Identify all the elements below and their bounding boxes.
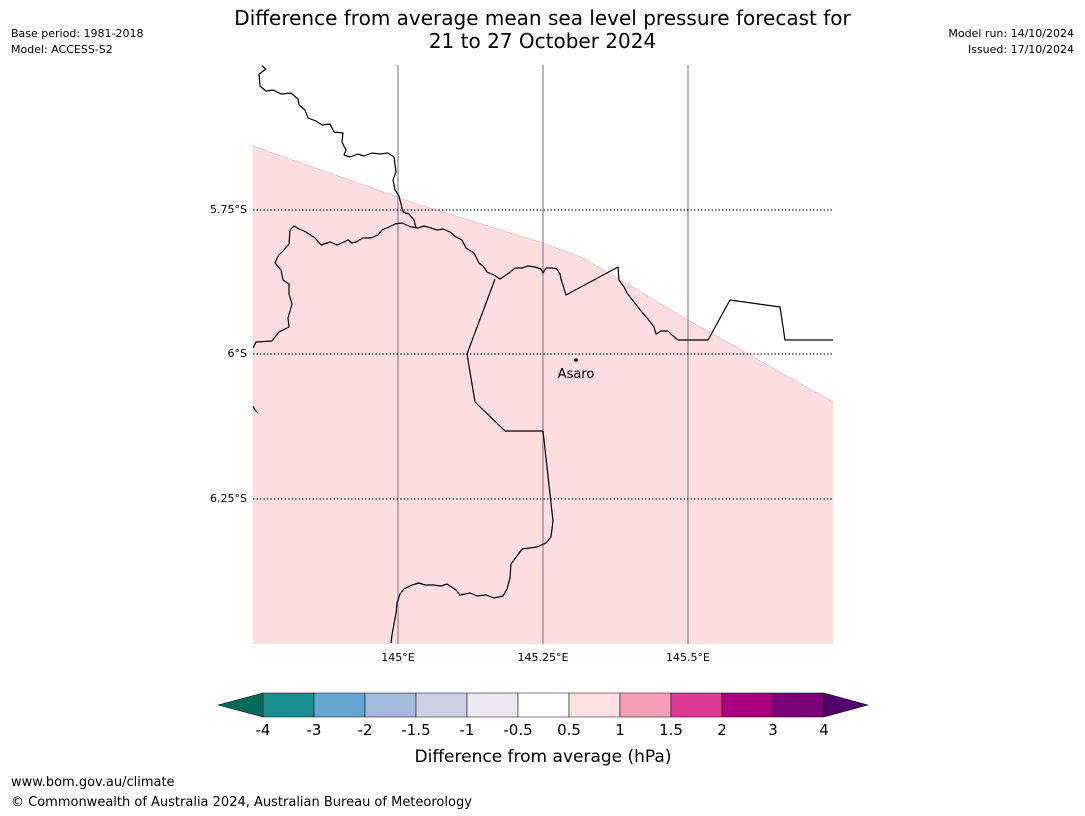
colorbar-segment — [772, 692, 825, 718]
colorbar-tick-label: -1 — [460, 721, 475, 739]
title-line-1: Difference from average mean sea level p… — [234, 6, 851, 30]
colorbar-tick-label: -2 — [358, 721, 373, 739]
colorbar-tick-label: -3 — [307, 721, 322, 739]
colorbar: -4 -3 -2 -1.5 -1 -0.5 0.5 1 1.5 2 3 4 Difference fr… — [217, 692, 869, 767]
colorbar-tick-label: -4 — [256, 721, 271, 739]
colorbar-tick-label: 3 — [768, 721, 778, 739]
colorbar-tick-label: 2 — [717, 721, 727, 739]
town-label: Asaro — [558, 367, 595, 382]
province-boundaries — [253, 65, 833, 644]
anomaly-shading-edge — [253, 145, 833, 403]
colorbar-segment — [313, 692, 366, 718]
colorbar-segments — [262, 692, 825, 718]
boundary-west-stub — [253, 405, 259, 414]
colorbar-tick-label: 1 — [615, 721, 625, 739]
lon-label-145-25: 145.25°E — [518, 651, 569, 664]
colorbar-under-arrow — [217, 692, 264, 718]
lat-label-6-25: 6.25°S — [210, 492, 247, 505]
lat-label-5-75: 5.75°S — [210, 203, 247, 216]
map-area: Asaro — [253, 65, 833, 644]
footer-url: www.bom.gov.au/climate — [11, 775, 175, 790]
colorbar-segment — [670, 692, 723, 718]
town-marker: Asaro — [558, 358, 595, 382]
longitude-labels: 145°E 145.25°E 145.5°E — [381, 651, 710, 664]
colorbar-tick-label: -1.5 — [401, 721, 430, 739]
colorbar-segment — [364, 692, 417, 718]
model-name: Model: ACCESS-S2 — [11, 43, 113, 56]
colorbar-over-arrow — [823, 692, 869, 718]
colorbar-title: Difference from average (hPa) — [415, 747, 672, 767]
colorbar-segment — [619, 692, 672, 718]
issued-date: Issued: 17/10/2024 — [967, 43, 1074, 56]
footer-copyright: © Commonwealth of Australia 2024, Austra… — [11, 795, 472, 810]
colorbar-ticks: -4 -3 -2 -1.5 -1 -0.5 0.5 1 1.5 2 3 4 — [256, 721, 829, 739]
base-period: Base period: 1981-2018 — [11, 27, 144, 40]
chart-title: Difference from average mean sea level p… — [0, 7, 1085, 53]
model-run: Model run: 14/10/2024 — [948, 27, 1074, 40]
colorbar-segment — [262, 692, 315, 718]
lon-label-145-5: 145.5°E — [666, 651, 710, 664]
meta-right: Model run: 14/10/2024 Issued: 17/10/2024 — [948, 26, 1074, 58]
lat-label-6: 6°S — [228, 347, 247, 360]
colorbar-segment — [415, 692, 468, 718]
town-dot — [574, 358, 578, 362]
meta-left: Base period: 1981-2018 Model: ACCESS-S2 — [11, 26, 143, 58]
colorbar-tick-label: 0.5 — [557, 721, 581, 739]
boundary-north — [258, 65, 417, 229]
colorbar-segment — [466, 692, 519, 718]
latitude-labels: 5.75°S 6°S 6.25°S — [210, 203, 247, 505]
meridian-lines — [397, 65, 689, 644]
colorbar-tick-label: -0.5 — [503, 721, 532, 739]
boundary-central — [253, 222, 833, 349]
title-line-2: 21 to 27 October 2024 — [428, 29, 657, 53]
boundary-inner — [390, 278, 554, 644]
colorbar-tick-label: 4 — [819, 721, 829, 739]
colorbar-segment — [568, 692, 621, 718]
colorbar-segment — [517, 692, 570, 718]
parallel-lines — [253, 209, 833, 500]
colorbar-tick-label: 1.5 — [659, 721, 683, 739]
colorbar-segment — [721, 692, 774, 718]
lon-label-145: 145°E — [381, 651, 414, 664]
